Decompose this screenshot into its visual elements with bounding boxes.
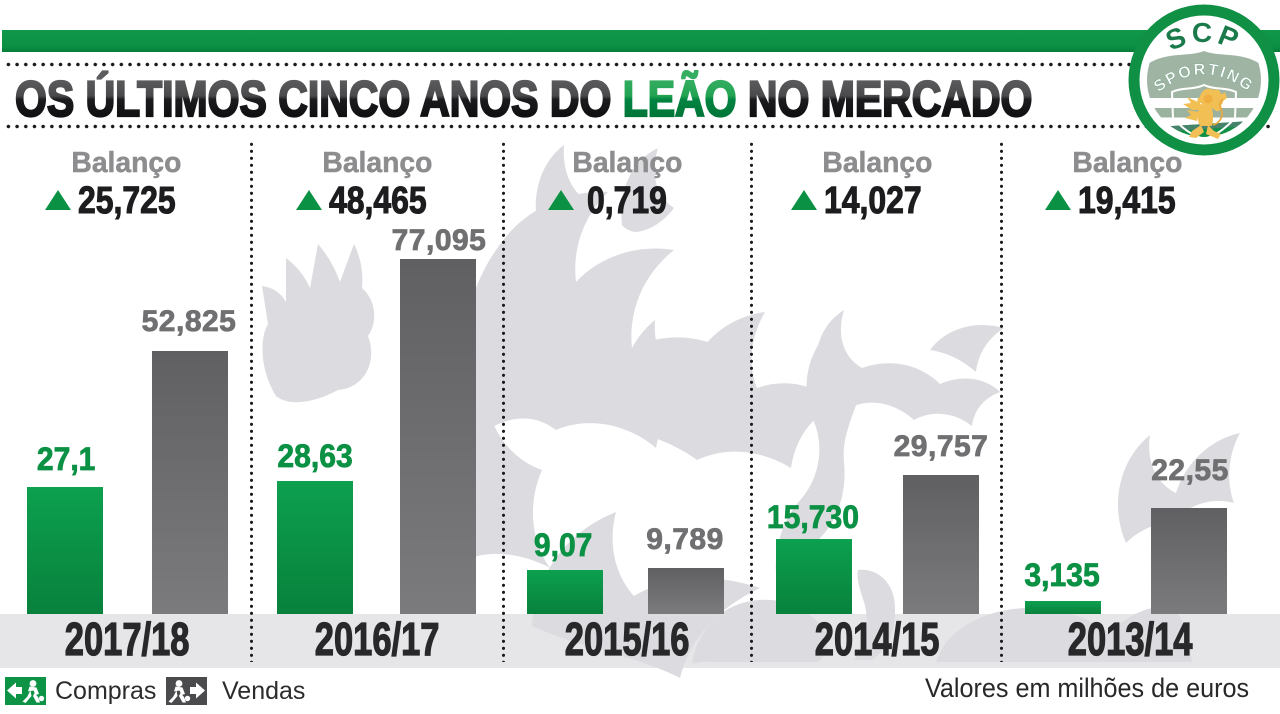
svg-text:OS ÚLTIMOS CINCO ANOS DO LEÃO: OS ÚLTIMOS CINCO ANOS DO LEÃO NO MERCADO [15,70,1032,127]
